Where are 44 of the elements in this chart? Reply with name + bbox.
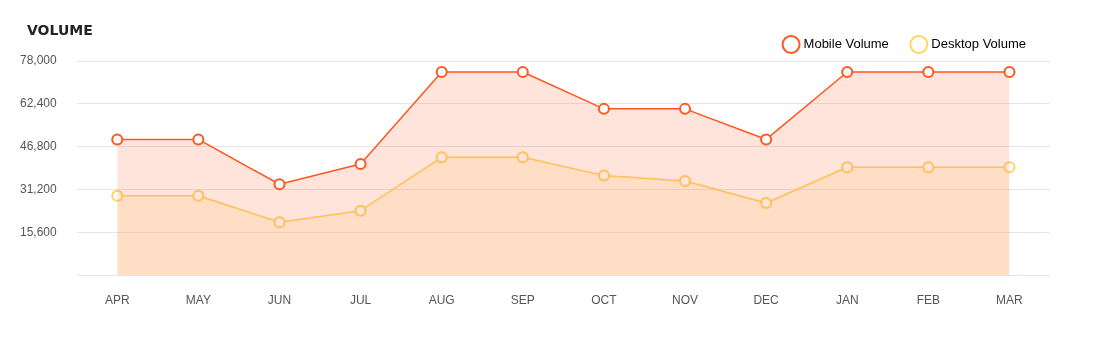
point — [435, 66, 448, 79]
legend-label: Desktop Volume — [931, 36, 1027, 52]
point — [1003, 161, 1016, 174]
point — [435, 151, 448, 164]
point — [922, 66, 935, 79]
y-tick-label: 15,600 — [20, 224, 58, 239]
x-tick-label: JUL — [349, 293, 372, 308]
point — [841, 161, 854, 174]
point — [111, 133, 124, 146]
point — [354, 157, 367, 170]
legend-label: Mobile Volume — [803, 36, 889, 52]
point — [841, 66, 854, 79]
x-tick-label: APR — [104, 293, 130, 308]
point — [1003, 66, 1016, 79]
y-tick-label: 31,200 — [20, 182, 58, 197]
x-tick-label: OCT — [591, 293, 618, 308]
point — [192, 133, 205, 146]
y-tick-label: 62,400 — [20, 96, 58, 111]
point — [679, 102, 692, 115]
point — [679, 174, 692, 187]
point — [273, 178, 286, 191]
point — [354, 204, 367, 217]
x-tick-label: MAY — [185, 293, 211, 308]
point — [192, 189, 205, 202]
point — [516, 151, 529, 164]
point — [111, 189, 124, 202]
point — [922, 161, 935, 174]
chart-title: VOLUME — [27, 22, 93, 38]
point — [760, 133, 773, 146]
x-tick-label: AUG — [428, 293, 455, 308]
x-tick-label: MAR — [996, 293, 1024, 308]
x-tick-label: JAN — [835, 293, 859, 308]
point — [760, 196, 773, 209]
y-tick-label: 46,800 — [20, 139, 58, 154]
x-tick-label: DEC — [753, 293, 780, 308]
x-tick-label: JUN — [267, 293, 292, 308]
point — [516, 66, 529, 79]
x-tick-label: FEB — [916, 293, 941, 308]
x-tick-label: NOV — [672, 293, 699, 308]
x-tick-label: SEP — [510, 293, 535, 308]
point — [597, 169, 610, 182]
point — [597, 102, 610, 115]
point — [273, 216, 286, 229]
y-tick-label: 78,000 — [20, 53, 58, 68]
